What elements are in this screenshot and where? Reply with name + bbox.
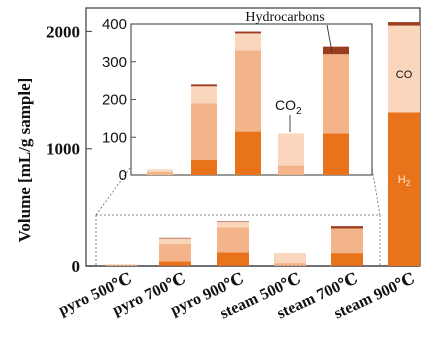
inset-bar-segment-co (147, 169, 173, 172)
inset-tick-label: 0 (119, 167, 127, 184)
inset-bar-segment-co (278, 133, 304, 166)
bar-segment-hydrocarbons (217, 221, 249, 223)
inset-tick-label: 300 (102, 54, 127, 71)
y-tick-label: 0 (72, 257, 81, 276)
bar-segment-co2 (105, 265, 137, 266)
main-bars (105, 22, 420, 266)
bar-segment-hydrocarbons (331, 226, 363, 229)
inset-bar-segment-co (235, 33, 261, 51)
bar-segment-hydrocarbons (388, 22, 420, 26)
inset-bar-segment-co2 (147, 171, 173, 175)
bar-segment-h2 (331, 253, 363, 266)
annotation-co2: CO2 (275, 97, 302, 117)
bar-segment-co (105, 264, 137, 266)
inset-bars (147, 31, 349, 175)
bar-segment-hydrocarbons (159, 237, 191, 239)
inset-bar-segment-co2 (278, 165, 304, 175)
bar-segment-co2 (159, 243, 191, 262)
y-tick-label: 1000 (46, 140, 80, 159)
inset-bar-segment-hydrocarbons (235, 31, 261, 34)
inset-bar-segment-hydrocarbons (323, 46, 349, 55)
bar-segment-co (159, 238, 191, 244)
bar-segment-h2 (159, 261, 191, 266)
inset-bar-segment-co2 (235, 50, 261, 132)
zoom-region-marker (95, 214, 381, 267)
zoom-connector-left (95, 167, 131, 216)
inset-bar-segment-co2 (191, 103, 217, 160)
inset-bar-segment-co2 (323, 54, 349, 134)
annotation-hydrocarbons: Hydrocarbons (245, 10, 324, 25)
bar-segment-co2 (274, 263, 306, 266)
inset-tick-label: 400 (102, 16, 127, 33)
inset-bar-segment-co (191, 86, 217, 104)
inset-y-ticks: 0 100 200 300 400 (102, 16, 136, 184)
bar-segment-co2 (217, 227, 249, 253)
inset-tick-label: 200 (102, 92, 127, 109)
zoom-connector-right (371, 167, 381, 216)
inset-bar-segment-h2 (191, 159, 217, 175)
main-y-ticks: 0 1000 2000 (46, 22, 92, 276)
y-tick-label: 2000 (46, 22, 80, 41)
inset-bar-segment-hydrocarbons (191, 84, 217, 87)
inset-tick-label: 100 (102, 129, 127, 146)
y-axis-label: Volume [mL/g sample] (15, 78, 34, 243)
inset-bar-segment-h2 (235, 131, 261, 175)
segment-label-co: CO (396, 69, 413, 81)
bar-segment-co2 (331, 228, 363, 254)
bar-segment-h2 (217, 252, 249, 266)
segment-label-h2: H2 (398, 174, 411, 188)
inset-bar-segment-h2 (323, 133, 349, 175)
hydrocarbons-leader-line (326, 24, 333, 53)
bar-segment-co (217, 222, 249, 228)
bar-segment-co (274, 253, 306, 264)
bar-segment-co (388, 25, 420, 113)
bar-segment-h2 (388, 112, 420, 266)
